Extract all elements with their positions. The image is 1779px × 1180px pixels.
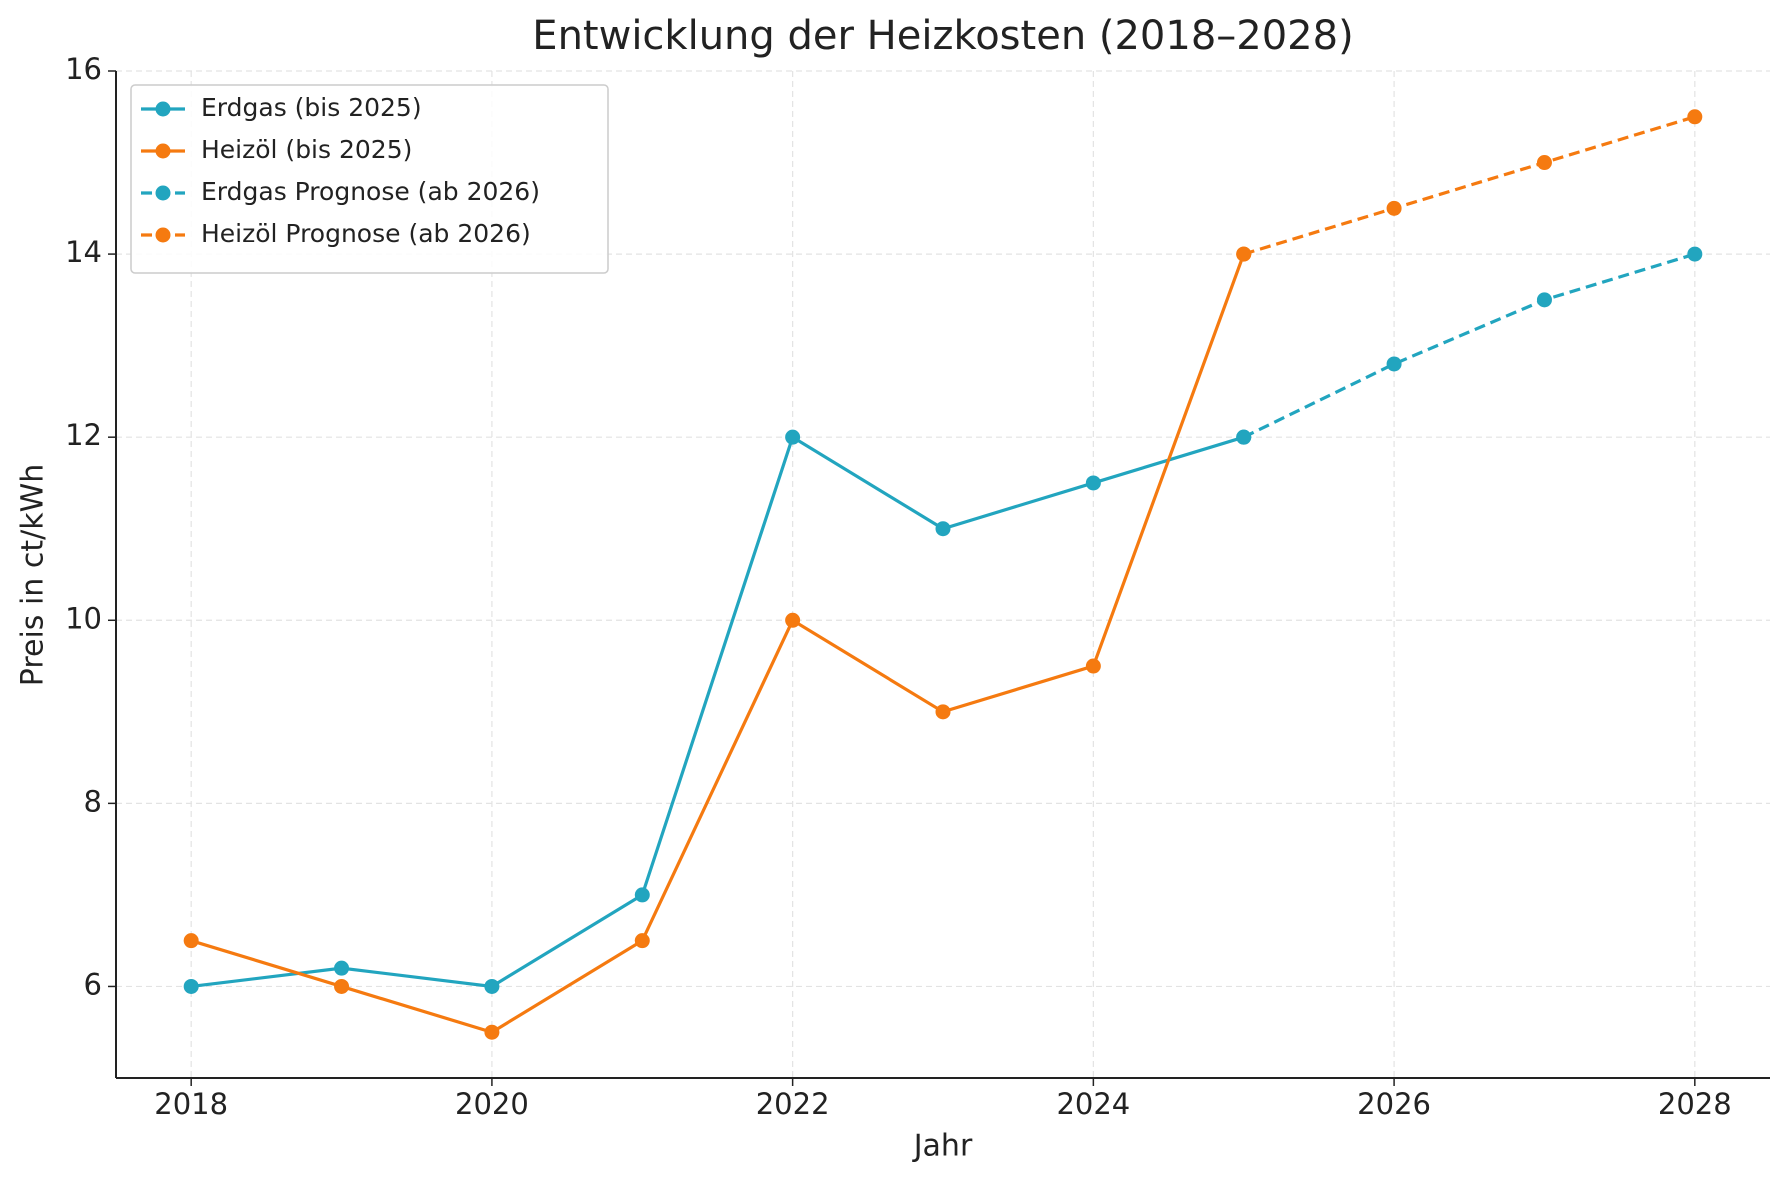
- y-tick-label: 14: [65, 235, 102, 269]
- data-point: [935, 521, 951, 537]
- data-point: [1687, 246, 1703, 262]
- data-point: [484, 1024, 500, 1040]
- x-tick-label: 2022: [756, 1087, 830, 1121]
- data-point: [1386, 200, 1402, 216]
- data-point: [1536, 155, 1552, 171]
- series-line: [1243, 252, 1696, 439]
- data-point: [785, 612, 801, 628]
- data-point: [634, 887, 650, 903]
- x-tick-label: 2026: [1357, 1087, 1431, 1121]
- data-point: [1687, 109, 1703, 125]
- data-point: [183, 933, 199, 949]
- series-line: [1243, 115, 1696, 256]
- x-tick-label: 2024: [1056, 1087, 1130, 1121]
- y-axis-label: Preis in ct/kWh: [16, 464, 51, 687]
- legend-box: [130, 84, 609, 274]
- y-tick-label: 16: [65, 52, 102, 86]
- legend-label: Erdgas (bis 2025): [201, 93, 422, 122]
- data-point: [935, 704, 951, 720]
- x-tick-label: 2028: [1658, 1087, 1732, 1121]
- y-tick-label: 8: [84, 784, 102, 818]
- legend-marker: [155, 227, 171, 243]
- legend-label: Heizöl (bis 2025): [201, 135, 412, 164]
- x-axis-label: Jahr: [912, 1129, 973, 1164]
- data-point: [785, 429, 801, 445]
- legend-marker: [155, 185, 171, 201]
- data-point: [634, 933, 650, 949]
- data-point: [1085, 658, 1101, 674]
- data-point: [334, 978, 350, 994]
- x-tick-label: 2018: [154, 1087, 228, 1121]
- y-tick-label: 6: [84, 967, 102, 1001]
- data-point: [1236, 246, 1252, 262]
- legend: Erdgas (bis 2025) Heizöl (bis 2025) Erdgas…: [130, 84, 609, 274]
- legend-label: Erdgas Prognose (ab 2026): [201, 177, 540, 206]
- x-tick-label: 2020: [455, 1087, 529, 1121]
- y-tick-label: 12: [65, 418, 102, 452]
- chart-title: Entwicklung der Heizkosten (2018–2028): [532, 13, 1353, 59]
- y-tick-label: 10: [65, 601, 102, 635]
- data-point: [183, 978, 199, 994]
- series-line: [190, 253, 1246, 1034]
- data-point: [1536, 292, 1552, 308]
- data-point: [334, 960, 350, 976]
- data-point: [1236, 429, 1252, 445]
- legend-marker: [155, 143, 171, 159]
- data-point: [1386, 356, 1402, 372]
- legend-label: Heizöl Prognose (ab 2026): [201, 219, 531, 248]
- series-line: [190, 434, 1245, 989]
- legend-marker: [155, 101, 171, 117]
- data-point: [1085, 475, 1101, 491]
- data-point: [484, 978, 500, 994]
